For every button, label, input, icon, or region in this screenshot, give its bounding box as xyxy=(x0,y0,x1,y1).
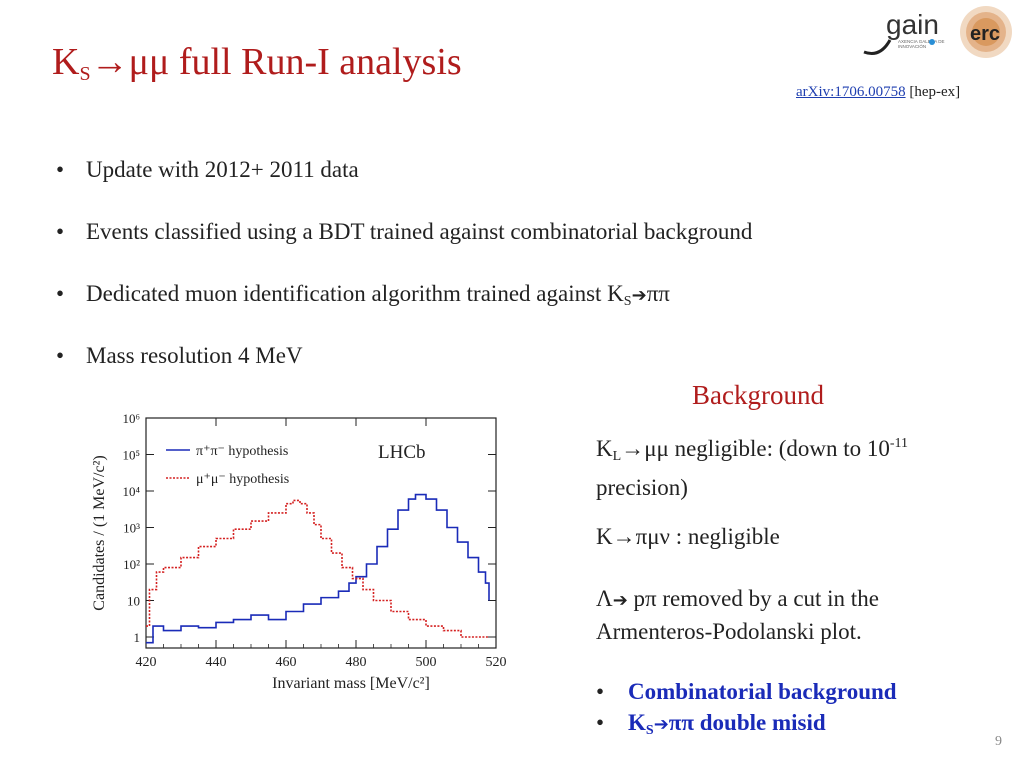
arrow-icon: ➔ xyxy=(653,714,669,735)
list-item: • KS➔ππ double misid xyxy=(596,710,826,738)
erc-logo: erc xyxy=(960,6,1012,58)
x-tick-label: 440 xyxy=(206,655,227,670)
arxiv-category: [hep-ex] xyxy=(909,84,961,100)
mass-plot: 420 440 460 480 500 520 1 10 10² 10³ 10⁴ 10⁵ 10⁶ Inva… xyxy=(91,411,507,692)
svg-text:AXENCIA GALEGA DE: AXENCIA GALEGA DE xyxy=(898,39,945,44)
svg-text:gain: gain xyxy=(886,9,939,40)
y-axis-label: Candidates / (1 MeV/c²) xyxy=(91,455,108,610)
slide-title: KS→μμ full Run-I analysis xyxy=(52,41,462,85)
bullet-item: • Update with 2012+ 2011 data xyxy=(56,157,359,182)
background-kpimunu: K→πμν : negligible xyxy=(596,524,780,549)
legend-label: π⁺π⁻ hypothesis xyxy=(196,444,288,459)
svg-text:INNOVACIÓN: INNOVACIÓN xyxy=(898,43,926,49)
background-lambda: Λ➔ pπ removed by a cut in the Armenteros… xyxy=(596,586,879,644)
svg-text:erc: erc xyxy=(970,23,1000,45)
page-number: 9 xyxy=(995,734,1002,749)
y-tick-label: 10⁵ xyxy=(122,448,140,463)
bullet-item: • Events classified using a BDT trained a… xyxy=(56,219,753,244)
y-tick-label: 1 xyxy=(134,630,141,645)
y-tick-label: 10⁶ xyxy=(122,411,140,426)
logos: gain AXENCIA GALEGA DE INNOVACIÓN erc xyxy=(863,6,1012,58)
series-line-0 xyxy=(146,493,490,644)
bullet-item: • Mass resolution 4 MeV xyxy=(56,343,303,368)
background-kl: KL→μμ negligible: (down to 10-11 precisi… xyxy=(596,436,909,500)
lhcb-label: LHCb xyxy=(378,442,426,463)
arrow-icon: ➔ xyxy=(631,285,647,306)
x-tick-label: 420 xyxy=(136,655,157,670)
background-heading: Background xyxy=(692,380,824,410)
series-line-1 xyxy=(146,499,489,638)
x-tick-label: 500 xyxy=(416,655,437,670)
list-item: • Combinatorial background xyxy=(596,679,897,704)
y-tick-label: 10³ xyxy=(123,521,140,536)
y-tick-label: 10⁴ xyxy=(122,484,140,499)
bullet-item: • Dedicated muon identification algorithm… xyxy=(56,281,670,309)
x-tick-label: 520 xyxy=(486,655,507,670)
arrow-icon: ➔ xyxy=(612,590,628,611)
arxiv-link[interactable]: arXiv:1706.00758 xyxy=(796,84,906,100)
background-list: • Combinatorial background • KS➔ππ double … xyxy=(596,676,996,746)
x-tick-label: 480 xyxy=(346,655,367,670)
bullet-list: • Update with 2012+ 2011 data • Events cla… xyxy=(56,155,956,403)
legend-label: μ⁺μ⁻ hypothesis xyxy=(196,472,289,487)
arxiv-reference: arXiv:1706.00758 [hep-ex] xyxy=(796,84,960,101)
gain-logo: gain AXENCIA GALEGA DE INNOVACIÓN xyxy=(863,9,945,55)
x-axis-label: Invariant mass [MeV/c²] xyxy=(272,675,430,692)
y-tick-label: 10² xyxy=(123,557,140,572)
x-tick-label: 460 xyxy=(276,655,297,670)
y-tick-label: 10 xyxy=(127,594,140,609)
